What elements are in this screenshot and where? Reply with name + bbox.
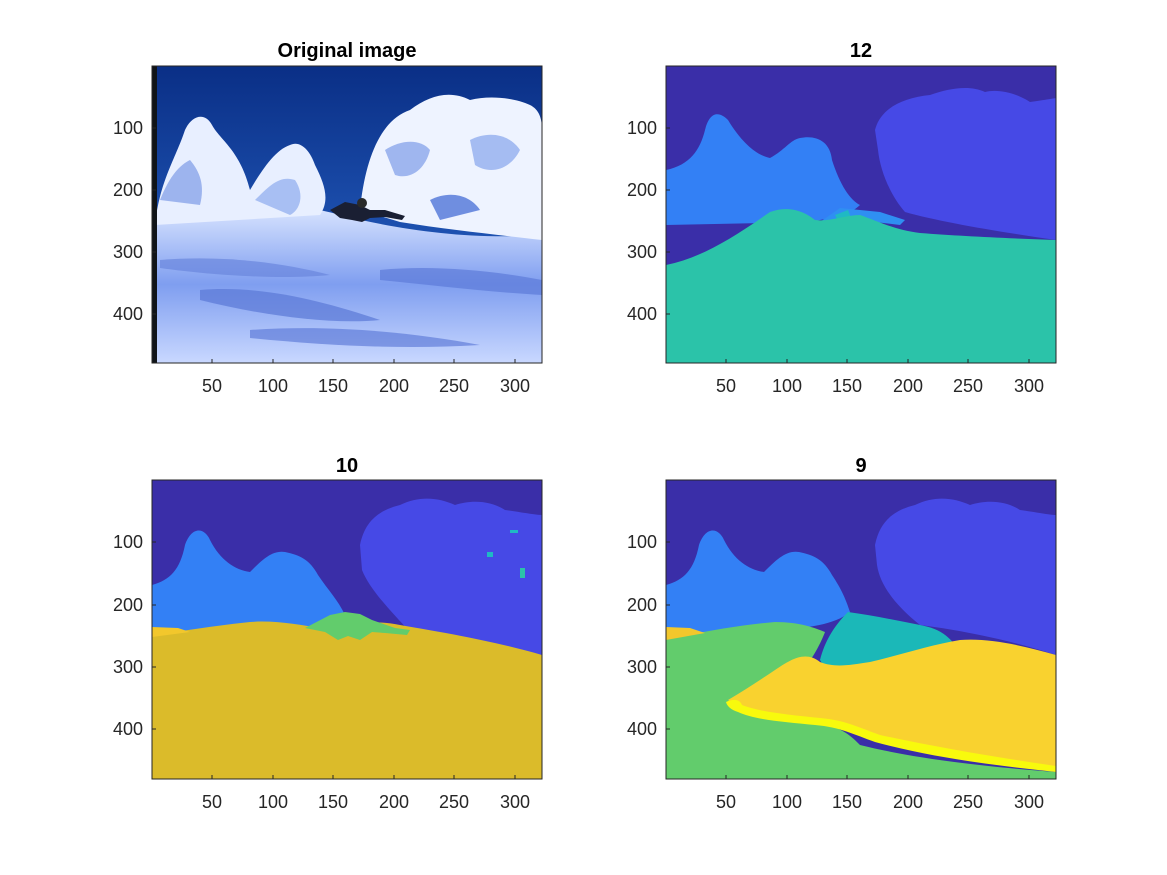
y-tick-label: 300: [627, 242, 657, 262]
x-tick-label: 250: [439, 376, 469, 396]
y-tick-label: 200: [627, 595, 657, 615]
segmentation-map-10: [152, 480, 542, 779]
x-tick-label: 250: [439, 792, 469, 812]
y-tick-label: 400: [113, 304, 143, 324]
y-tick-label: 200: [113, 595, 143, 615]
y-tick-label: 100: [627, 118, 657, 138]
x-tick-label: 150: [318, 376, 348, 396]
y-tick-label: 200: [113, 180, 143, 200]
x-tick-label: 200: [893, 376, 923, 396]
x-tick-label: 250: [953, 792, 983, 812]
x-tick-label: 100: [258, 792, 288, 812]
y-axis: 100 200 300 400: [627, 118, 670, 324]
y-tick-label: 300: [627, 657, 657, 677]
y-axis: 100 200 300 400: [627, 532, 670, 739]
panel-title: 9: [855, 455, 866, 477]
x-tick-label: 200: [893, 792, 923, 812]
x-tick-label: 50: [716, 376, 736, 396]
panel-segmentation-12: 12 50 100 150 200 250 300: [627, 40, 1057, 396]
x-tick-label: 50: [202, 792, 222, 812]
x-tick-label: 300: [1014, 792, 1044, 812]
y-tick-label: 300: [113, 242, 143, 262]
x-tick-label: 150: [318, 792, 348, 812]
x-axis: 50 100 150 200 250 300: [202, 775, 530, 812]
y-tick-label: 400: [113, 719, 143, 739]
x-tick-label: 50: [716, 792, 736, 812]
x-tick-label: 100: [772, 376, 802, 396]
x-axis: 50 100 150 200 250 300: [716, 775, 1044, 812]
segmentation-map-9: [666, 480, 1056, 779]
panel-segmentation-9: 9 50 100 150: [627, 455, 1057, 812]
x-axis: 50 100 150 200 250 300: [202, 359, 530, 396]
x-tick-label: 300: [500, 792, 530, 812]
y-tick-label: 300: [113, 657, 143, 677]
panel-title: Original image: [278, 40, 417, 62]
panel-original-image: Original image: [113, 40, 543, 396]
y-tick-label: 400: [627, 304, 657, 324]
y-tick-label: 100: [627, 532, 657, 552]
x-tick-label: 50: [202, 376, 222, 396]
x-axis: 50 100 150 200 250 300: [716, 359, 1044, 396]
panel-title: 10: [336, 455, 358, 477]
x-tick-label: 200: [379, 792, 409, 812]
x-tick-label: 150: [832, 376, 862, 396]
ski-photo: [152, 66, 542, 363]
x-tick-label: 150: [832, 792, 862, 812]
x-tick-label: 100: [258, 376, 288, 396]
panel-segmentation-10: 10 50 100 150: [113, 455, 543, 812]
y-tick-label: 400: [627, 719, 657, 739]
x-tick-label: 300: [500, 376, 530, 396]
segmentation-map-12: [666, 66, 1056, 363]
x-tick-label: 250: [953, 376, 983, 396]
y-axis: 100 200 300 400: [113, 532, 156, 739]
y-axis: 100 200 300 400: [113, 118, 156, 324]
y-tick-label: 100: [113, 118, 143, 138]
y-tick-label: 200: [627, 180, 657, 200]
x-tick-label: 200: [379, 376, 409, 396]
x-tick-label: 300: [1014, 376, 1044, 396]
panel-title: 12: [850, 40, 872, 62]
x-tick-label: 100: [772, 792, 802, 812]
y-tick-label: 100: [113, 532, 143, 552]
